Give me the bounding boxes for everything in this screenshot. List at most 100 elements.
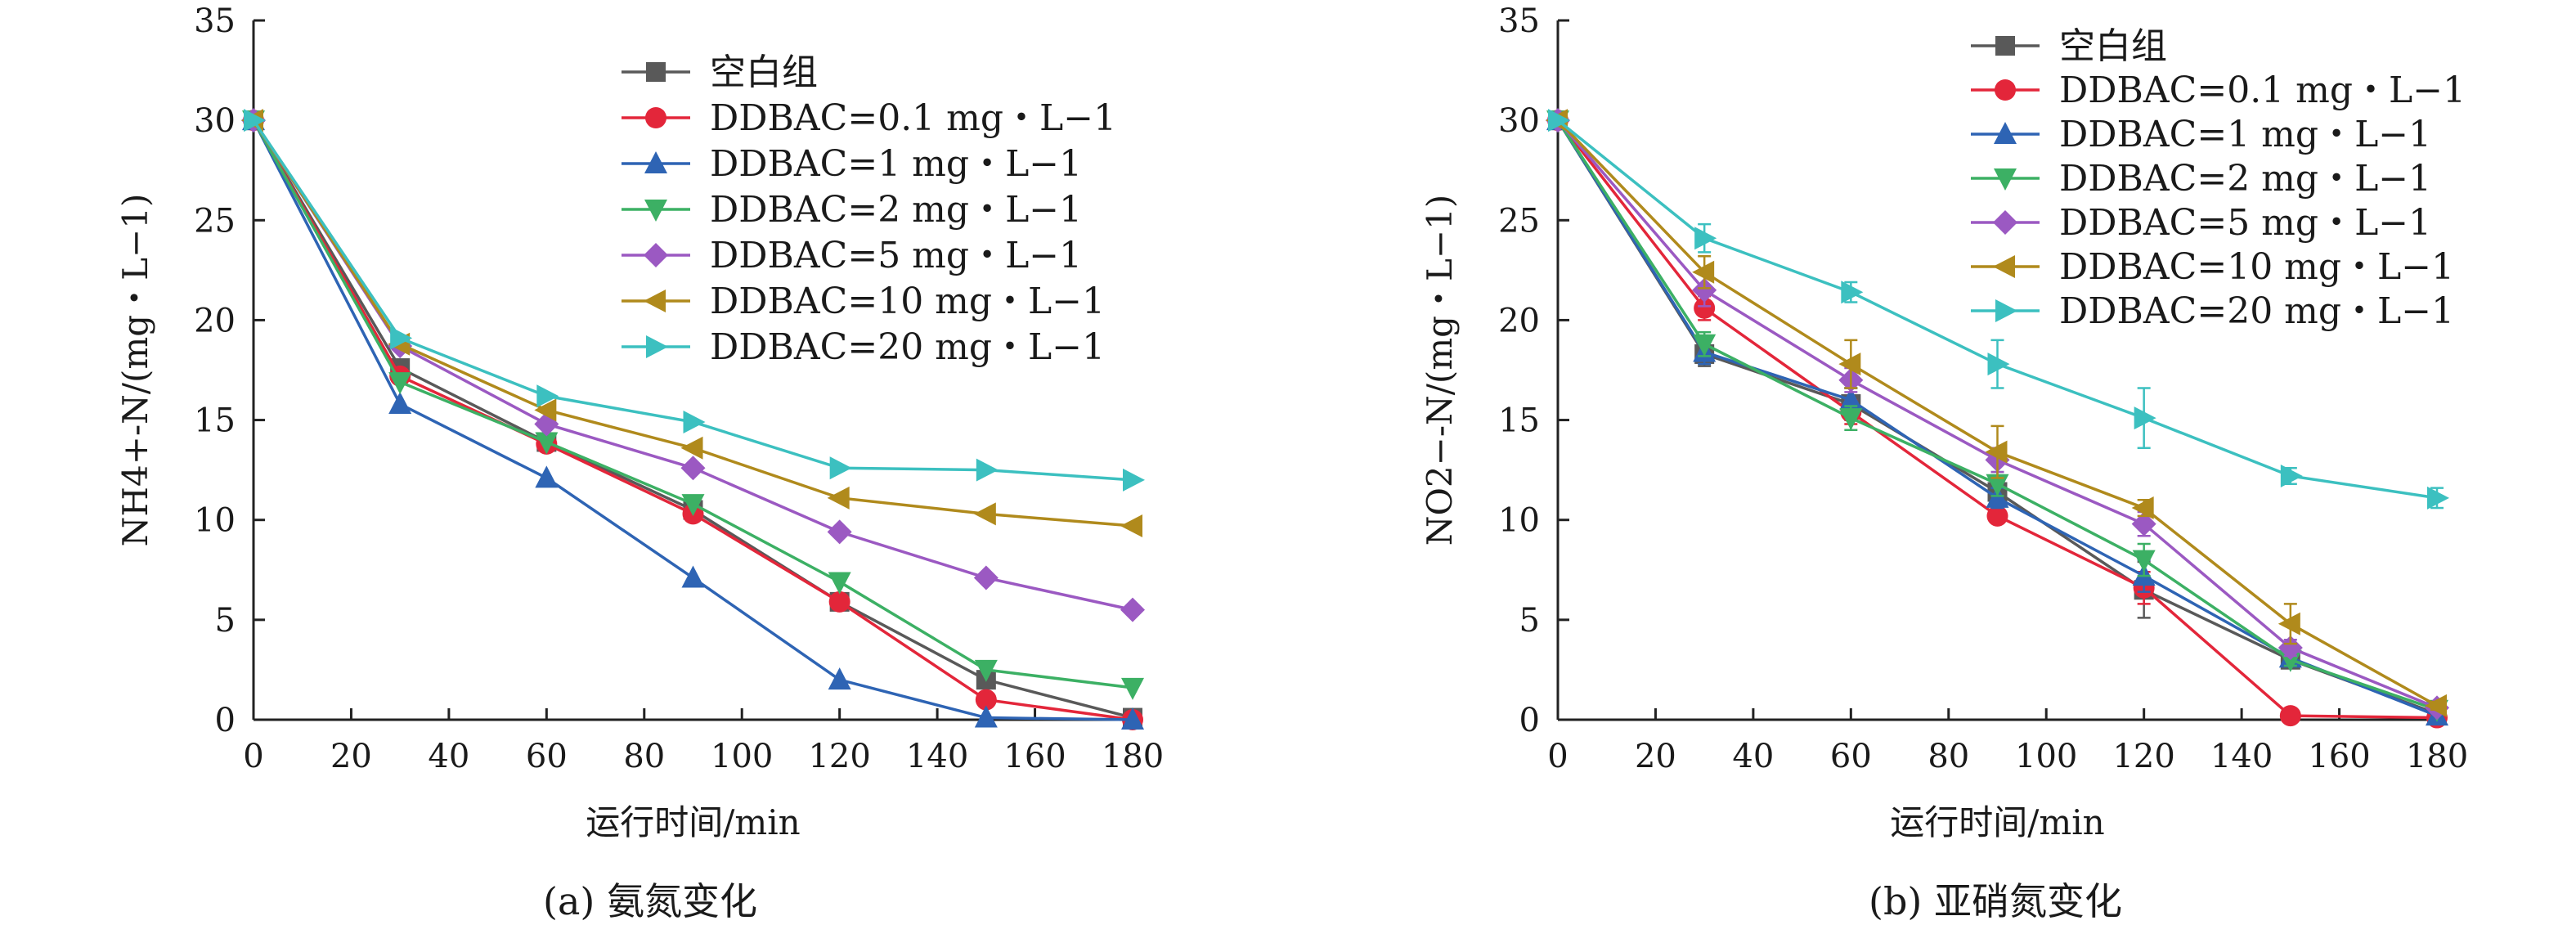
data-point — [828, 667, 851, 690]
y-tick-label: 25 — [1498, 202, 1540, 240]
data-point — [827, 486, 850, 510]
data-point — [536, 384, 559, 408]
legend-marker — [1994, 168, 2017, 191]
data-point — [1987, 352, 2010, 376]
legend-marker — [644, 290, 666, 312]
data-point — [828, 590, 850, 613]
x-tick-label: 100 — [2015, 738, 2077, 775]
legend-label: DDBAC=5 mg・L−1 — [710, 235, 1082, 276]
x-tick-label: 160 — [2308, 738, 2370, 775]
x-tick-label: 100 — [711, 738, 773, 775]
x-tick-label: 60 — [526, 738, 568, 775]
series-group — [1548, 109, 2449, 510]
x-axis-title: 运行时间/min — [1890, 802, 2104, 842]
data-point — [2278, 612, 2300, 635]
y-tick-label: 15 — [1498, 402, 1540, 440]
series-group — [244, 109, 1145, 492]
data-point — [827, 519, 852, 545]
data-point — [1121, 707, 1144, 730]
panel-a-ammonia: 0 5 10 15 20 25 30 35 0 20 40 60 80 100 120 140 160 180 运行… — [115, 2, 1164, 923]
legend-label: DDBAC=1 mg・L−1 — [710, 143, 1082, 185]
data-point — [680, 436, 703, 460]
data-point — [1692, 277, 1717, 303]
data-point — [829, 456, 852, 480]
legend-label: DDBAC=20 mg・L−1 — [710, 326, 1105, 368]
legend-label: DDBAC=0.1 mg・L−1 — [710, 97, 1116, 139]
data-point — [535, 432, 559, 455]
data-point — [1693, 334, 1717, 357]
data-point — [828, 572, 851, 595]
x-tick-label: 40 — [428, 738, 469, 775]
x-tick-label: 80 — [1928, 738, 1969, 775]
y-tick-label: 5 — [1519, 602, 1540, 640]
data-point — [534, 398, 557, 422]
x-tick-label: 20 — [1635, 738, 1676, 775]
y-tick-label: 0 — [215, 702, 236, 739]
x-tick-label: 180 — [2406, 738, 2468, 775]
data-point — [1839, 408, 1863, 431]
data-point — [1839, 388, 1863, 411]
data-point — [681, 494, 705, 517]
legend-marker — [646, 335, 668, 358]
legend-label: DDBAC=10 mg・L−1 — [710, 281, 1105, 322]
y-tick-label: 5 — [215, 602, 236, 640]
legend-label: DDBAC=2 mg・L−1 — [710, 189, 1082, 231]
legend-label: DDBAC=5 mg・L−1 — [2059, 202, 2431, 244]
x-tick-label: 0 — [1547, 738, 1568, 775]
data-point — [1986, 474, 2009, 496]
data-point — [1120, 597, 1145, 622]
legend-marker — [1993, 255, 2015, 278]
data-point — [1123, 468, 1145, 492]
y-tick-label: 0 — [1519, 702, 1540, 739]
data-point — [2131, 496, 2154, 520]
data-point — [535, 465, 559, 488]
legend-label: 空白组 — [710, 52, 818, 93]
x-tick-label: 160 — [1003, 738, 1066, 775]
legend-marker — [644, 243, 668, 267]
data-point — [974, 659, 998, 682]
data-point — [680, 456, 706, 481]
data-point — [1986, 505, 2008, 527]
y-axis-title: NO2−-N/(mg・L−1) — [1420, 195, 1460, 546]
panel-caption: (a) 氨氮变化 — [543, 879, 757, 923]
data-point — [2425, 694, 2447, 717]
y-tick-label: 30 — [1498, 102, 1540, 140]
legend-label: 空白组 — [2059, 25, 2167, 67]
x-tick-label: 120 — [2112, 738, 2174, 775]
data-point — [974, 705, 998, 728]
legend-marker — [1993, 210, 2017, 235]
x-tick-label: 180 — [1102, 738, 1164, 775]
legend-marker — [1995, 299, 2017, 322]
data-point — [390, 326, 413, 350]
y-tick-label: 15 — [194, 402, 236, 440]
data-point — [2427, 486, 2449, 510]
y-tick-label: 10 — [1498, 502, 1540, 540]
data-point — [2131, 511, 2156, 537]
data-point — [1548, 109, 1570, 132]
x-tick-label: 40 — [1732, 738, 1774, 775]
y-tick-label: 20 — [1498, 302, 1540, 339]
series-group — [1546, 109, 2447, 717]
legend-marker — [644, 151, 667, 173]
legend-label: DDBAC=10 mg・L−1 — [2059, 246, 2454, 288]
data-point — [2132, 550, 2156, 573]
data-point — [973, 565, 999, 590]
x-axis-title: 运行时间/min — [586, 802, 800, 842]
panel-caption: (b) 亚硝氮变化 — [1869, 879, 2122, 923]
data-point — [1692, 260, 1715, 284]
data-point — [2279, 705, 2301, 727]
data-point — [2278, 635, 2303, 661]
y-tick-label: 35 — [194, 2, 236, 40]
legend-marker — [1995, 79, 2016, 101]
x-tick-label: 0 — [243, 738, 263, 775]
legend-label: DDBAC=0.1 mg・L−1 — [2059, 70, 2466, 111]
data-point — [244, 109, 266, 132]
data-point — [1694, 227, 1717, 250]
legend-marker — [644, 200, 667, 222]
x-tick-label: 140 — [906, 738, 968, 775]
data-point — [388, 392, 412, 415]
y-tick-label: 25 — [194, 202, 236, 240]
legend-label: DDBAC=1 mg・L−1 — [2059, 114, 2431, 155]
series-group — [1546, 108, 2448, 726]
